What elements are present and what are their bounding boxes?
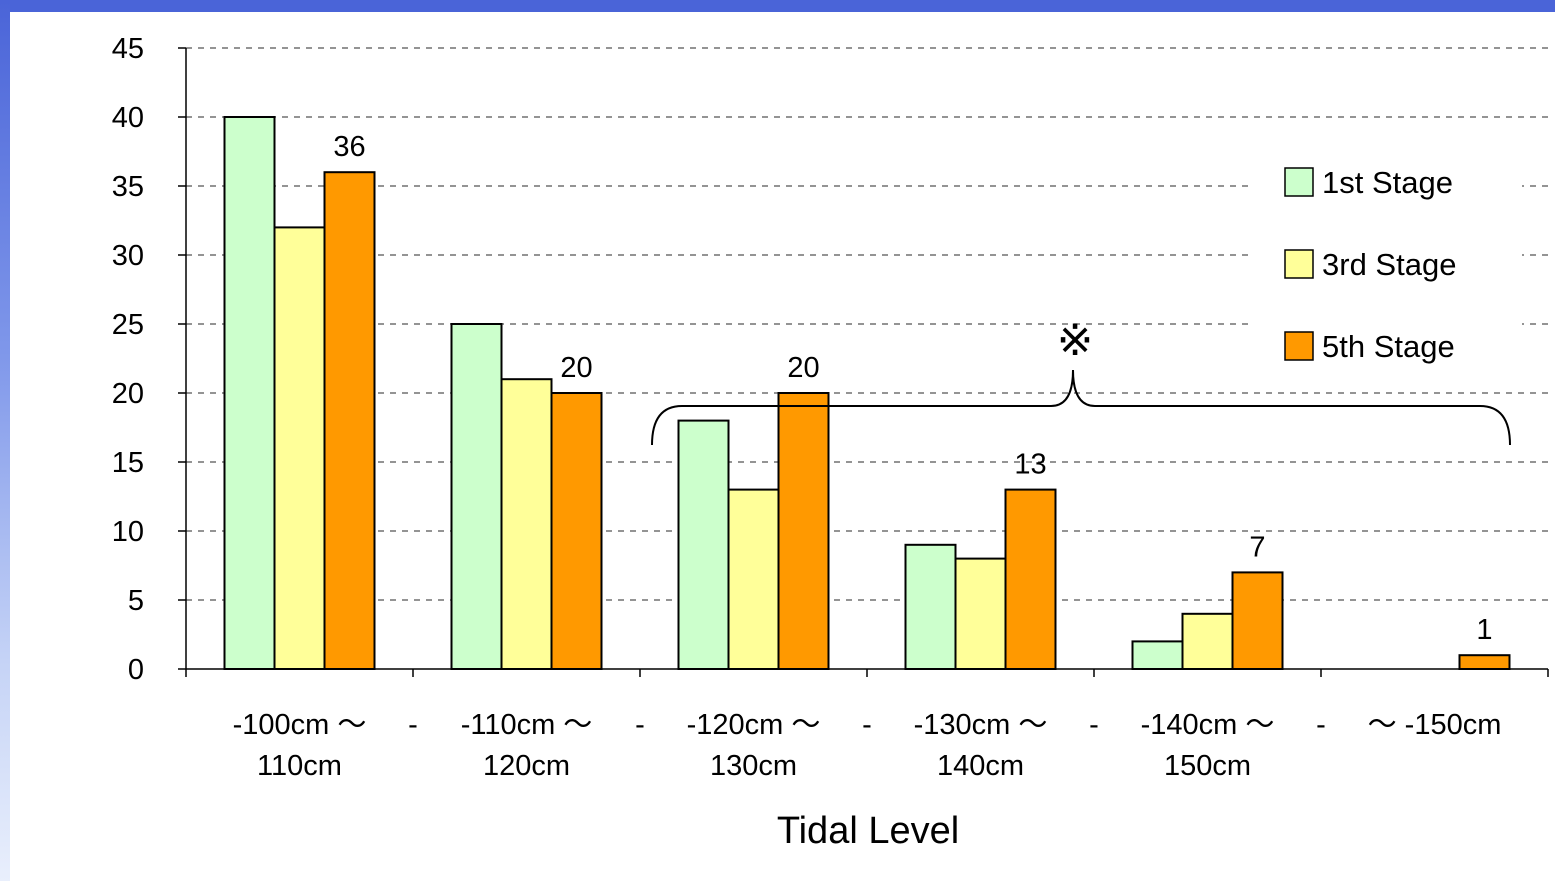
annotation: ※ [651, 315, 1511, 446]
data-label: 20 [560, 352, 592, 384]
y-tick-label: 45 [112, 33, 144, 65]
category-label: 140cm [937, 750, 1024, 782]
top-accent-band [0, 0, 1555, 12]
category-separator: - [408, 709, 418, 741]
x-axis-label: Tidal Level [777, 810, 959, 852]
axes [178, 47, 1549, 677]
category-label: -100cm ～ [233, 709, 367, 741]
y-tick-label: 15 [112, 447, 144, 479]
data-label: 1 [1476, 614, 1492, 646]
bar-1st-stage [1131, 640, 1184, 671]
bar-5th-stage [323, 171, 376, 670]
legend-swatch [1284, 331, 1314, 361]
y-tick-label: 30 [112, 240, 144, 272]
bars [223, 116, 1511, 671]
bar-3rd-stage [500, 378, 553, 670]
legend-swatch [1284, 167, 1314, 197]
side-accent-band [0, 0, 10, 881]
legend-swatch [1284, 249, 1314, 279]
category-label: 110cm [257, 750, 342, 782]
category-separator: - [862, 709, 872, 741]
bar-1st-stage [677, 419, 730, 670]
y-tick-label: 5 [128, 585, 144, 617]
category-separator: - [1089, 709, 1099, 741]
category-label: -120cm ～ [687, 709, 821, 741]
category-label: ～ -150cm [1368, 709, 1502, 741]
bar-5th-stage [1458, 654, 1511, 671]
category-label: 150cm [1164, 750, 1251, 782]
y-tick-label: 25 [112, 309, 144, 341]
category-label: -140cm ～ [1141, 709, 1275, 741]
category-labels: -100cm ～ 110cm -110cm ～ 120cm -120cm ～ 130cm -… [233, 709, 1502, 782]
bar-3rd-stage [727, 488, 780, 670]
data-label: 36 [333, 131, 365, 163]
category-label: -110cm ～ [461, 709, 593, 741]
category-separator: - [1316, 709, 1326, 741]
category-label: -130cm ～ [914, 709, 1048, 741]
bar-3rd-stage [273, 226, 326, 670]
y-tick-label: 10 [112, 516, 144, 548]
bar-5th-stage [777, 392, 830, 670]
legend-label: 3rd Stage [1322, 247, 1456, 282]
bar-5th-stage [1231, 571, 1284, 671]
y-tick-label: 40 [112, 102, 144, 134]
y-tick-label: 0 [128, 654, 144, 686]
y-tick-labels: 0 5 10 15 20 25 30 35 40 45 [112, 33, 144, 686]
bar-3rd-stage [954, 557, 1007, 670]
bar-5th-stage [550, 392, 603, 670]
y-tick-label: 20 [112, 378, 144, 410]
category-separator: - [635, 709, 645, 741]
bar-1st-stage [450, 323, 503, 670]
data-label: 20 [787, 352, 819, 384]
bar-1st-stage [223, 116, 276, 670]
bar-3rd-stage [1181, 612, 1234, 670]
bar-1st-stage [904, 543, 957, 670]
legend-label: 1st Stage [1322, 165, 1453, 200]
legend: 1st Stage 3rd Stage 5th Stage [1252, 150, 1522, 380]
legend-label: 5th Stage [1322, 329, 1455, 364]
category-label: 120cm [483, 750, 570, 782]
data-label: 13 [1014, 449, 1046, 481]
y-tick-label: 35 [112, 171, 144, 203]
data-labels: 36 20 20 13 7 1 [333, 131, 1492, 646]
annotation-brace [651, 369, 1511, 446]
annotation-symbol: ※ [1057, 315, 1094, 366]
category-label: 130cm [710, 750, 797, 782]
bar-5th-stage [1004, 488, 1057, 670]
data-label: 7 [1249, 531, 1265, 563]
